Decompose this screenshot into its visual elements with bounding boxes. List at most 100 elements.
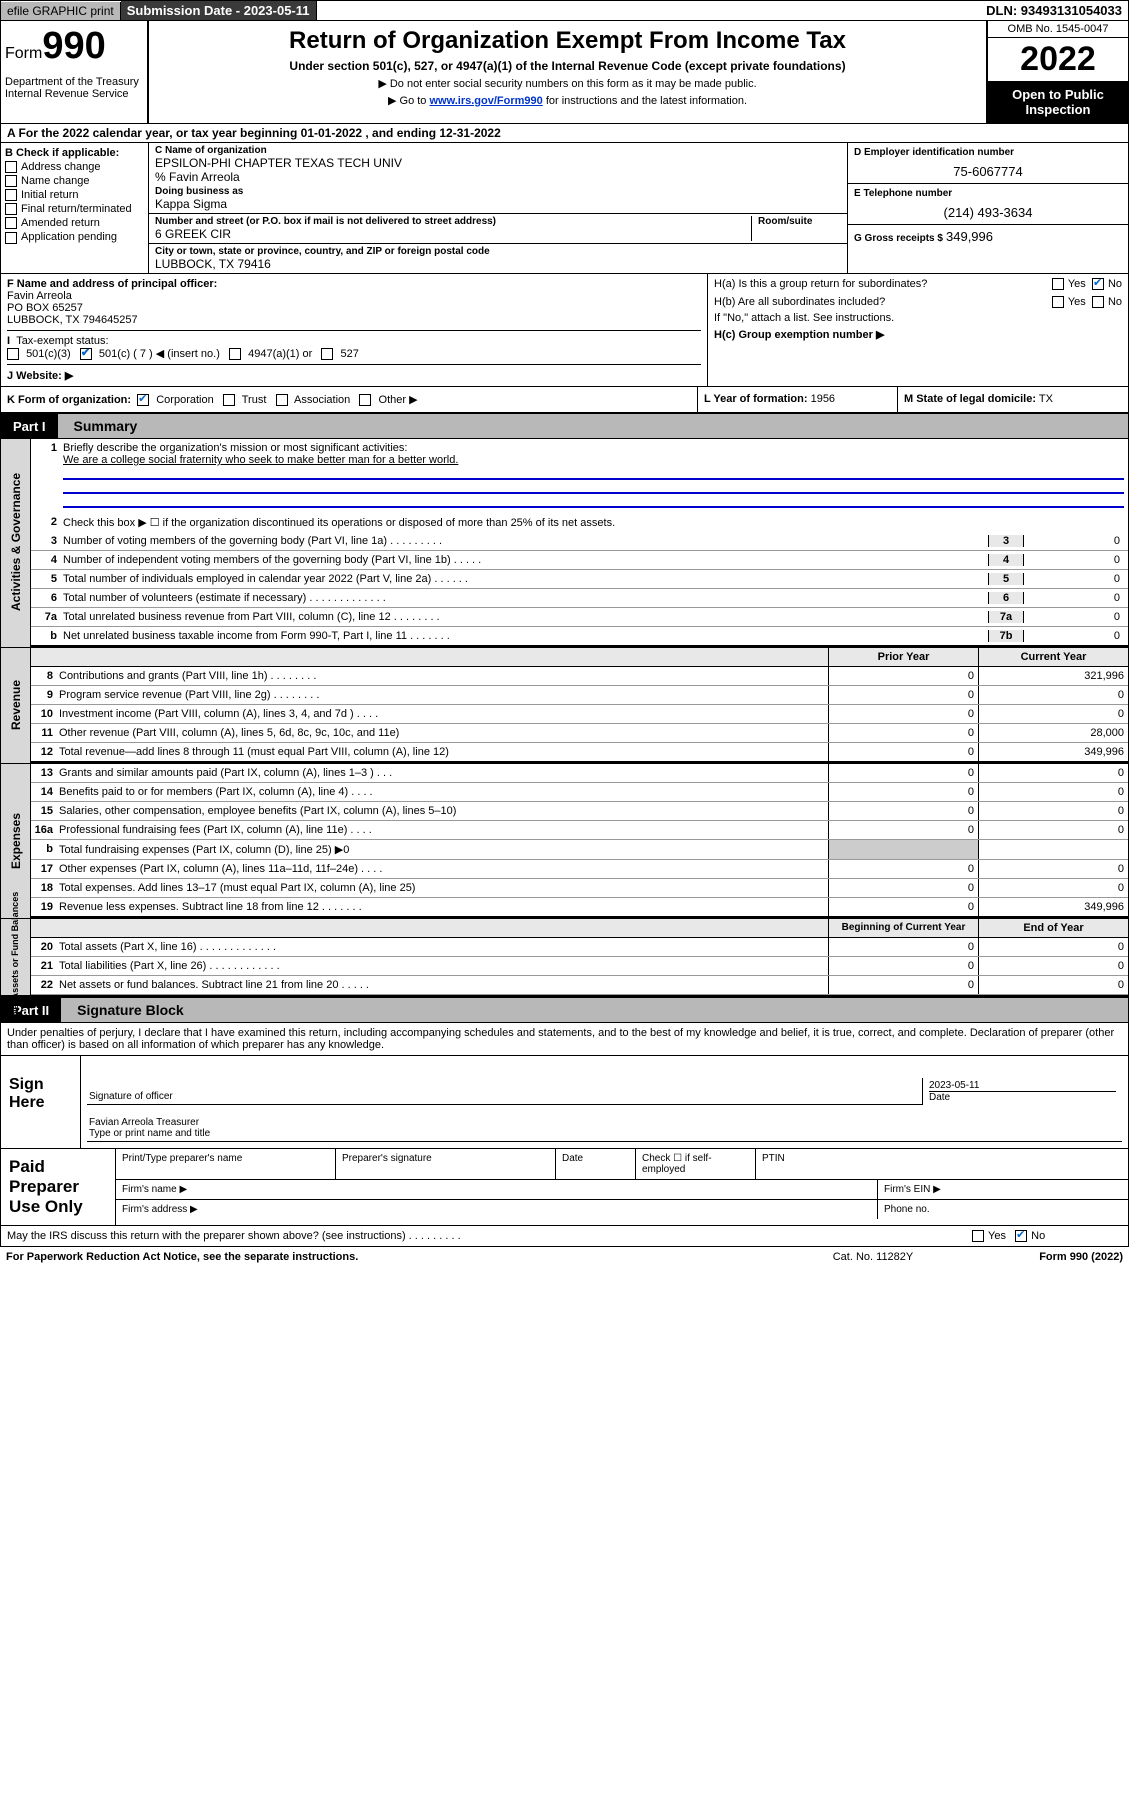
fin-line-14: 14Benefits paid to or for members (Part … <box>31 783 1128 802</box>
ein-cell: D Employer identification number 75-6067… <box>848 143 1128 184</box>
k-assoc[interactable] <box>276 394 288 406</box>
fin-line-18: 18Total expenses. Add lines 13–17 (must … <box>31 879 1128 898</box>
row-a: A For the 2022 calendar year, or tax yea… <box>0 124 1129 143</box>
k-trust[interactable] <box>223 394 235 406</box>
line-7a: 7aTotal unrelated business revenue from … <box>31 608 1128 627</box>
header-left: Form990 Department of the Treasury Inter… <box>1 21 149 123</box>
mission-blank-3 <box>63 496 1124 508</box>
fin-line-19: 19Revenue less expenses. Subtract line 1… <box>31 898 1128 918</box>
omb-number: OMB No. 1545-0047 <box>988 21 1128 38</box>
prep-row-1: Print/Type preparer's name Preparer's si… <box>116 1149 1128 1180</box>
header-mid: Return of Organization Exempt From Incom… <box>149 21 988 123</box>
line-7b: bNet unrelated business taxable income f… <box>31 627 1128 647</box>
part1-title: Summary <box>58 414 1128 438</box>
cb-4947[interactable] <box>229 348 241 360</box>
col-b: B Check if applicable: Address change Na… <box>1 143 149 273</box>
form-number: Form990 <box>5 25 143 68</box>
col-h: H(a) Is this a group return for subordin… <box>708 274 1128 386</box>
cb-application-pending[interactable]: Application pending <box>5 231 144 243</box>
fin-line-15: 15Salaries, other compensation, employee… <box>31 802 1128 821</box>
l-year: L Year of formation: 1956 <box>698 387 898 412</box>
tax-year: 2022 <box>988 38 1128 81</box>
cb-501c3[interactable] <box>7 348 19 360</box>
h-b: H(b) Are all subordinates included? Yes … <box>714 296 1122 308</box>
h-a: H(a) Is this a group return for subordin… <box>714 278 1122 290</box>
m-state: M State of legal domicile: TX <box>898 387 1128 412</box>
sign-here-block: Sign Here Signature of officer 2023-05-1… <box>0 1056 1129 1149</box>
k-corp[interactable]: ✔ <box>137 394 149 406</box>
j-website: J Website: ▶ <box>7 364 701 382</box>
irs-link[interactable]: www.irs.gov/Form990 <box>429 95 542 107</box>
sig-intro: Under penalties of perjury, I declare th… <box>0 1023 1129 1056</box>
h-c: H(c) Group exemption number ▶ <box>714 328 1122 341</box>
topbar: efile GRAPHIC print Submission Date - 20… <box>0 0 1129 21</box>
cb-amended-return[interactable]: Amended return <box>5 217 144 229</box>
vtab-rev: Revenue <box>1 648 31 763</box>
ha-no[interactable]: ✔ <box>1092 278 1104 290</box>
efile-label[interactable]: efile GRAPHIC print <box>1 2 121 20</box>
net-section: Net Assets or Fund Balances Beginning of… <box>0 919 1129 997</box>
rev-section: Revenue Prior Year Current Year 8Contrib… <box>0 648 1129 764</box>
addr-cell: Number and street (or P.O. box if mail i… <box>149 214 847 244</box>
fin-line-b: bTotal fundraising expenses (Part IX, co… <box>31 840 1128 860</box>
phone-cell: E Telephone number (214) 493-3634 <box>848 184 1128 225</box>
form-title: Return of Organization Exempt From Incom… <box>153 27 982 55</box>
fin-line-22: 22Net assets or fund balances. Subtract … <box>31 976 1128 995</box>
block-bcde: B Check if applicable: Address change Na… <box>0 143 1129 274</box>
note-ssn: ▶ Do not enter social security numbers o… <box>153 77 982 90</box>
k-other[interactable] <box>359 394 371 406</box>
prep-row-3: Firm's address ▶ Phone no. <box>116 1200 1128 1219</box>
fin-header-rev: Prior Year Current Year <box>31 648 1128 667</box>
fin-line-11: 11Other revenue (Part VIII, column (A), … <box>31 724 1128 743</box>
part1-header: Part I Summary <box>0 413 1129 439</box>
fin-line-8: 8Contributions and grants (Part VIII, li… <box>31 667 1128 686</box>
ha-yes[interactable] <box>1052 278 1064 290</box>
paid-preparer-label: Paid Preparer Use Only <box>1 1149 116 1225</box>
line-4: 4Number of independent voting members of… <box>31 551 1128 570</box>
discuss-row: May the IRS discuss this return with the… <box>0 1226 1129 1247</box>
paid-preparer-block: Paid Preparer Use Only Print/Type prepar… <box>0 1149 1129 1226</box>
submission-date-btn[interactable]: Submission Date - 2023-05-11 <box>121 1 317 20</box>
col-c: C Name of organization EPSILON-PHI CHAPT… <box>149 143 848 273</box>
row-klm: K Form of organization: ✔ Corporation Tr… <box>0 387 1129 413</box>
part1-tab: Part I <box>1 415 58 438</box>
dln-label: DLN: 93493131054033 <box>980 1 1128 20</box>
city-cell: City or town, state or province, country… <box>149 244 847 273</box>
line-1: 1 Briefly describe the organization's mi… <box>31 439 1128 513</box>
paperwork-row: For Paperwork Reduction Act Notice, see … <box>0 1247 1129 1267</box>
open-public: Open to Public Inspection <box>988 81 1128 123</box>
fin-line-21: 21Total liabilities (Part X, line 26) . … <box>31 957 1128 976</box>
cb-527[interactable] <box>321 348 333 360</box>
fin-line-9: 9Program service revenue (Part VIII, lin… <box>31 686 1128 705</box>
sig-name-field[interactable]: Favian Arreola Treasurer Type or print n… <box>87 1115 1122 1142</box>
header-right: OMB No. 1545-0047 2022 Open to Public In… <box>988 21 1128 123</box>
form-subtitle: Under section 501(c), 527, or 4947(a)(1)… <box>153 59 982 73</box>
hb-yes[interactable] <box>1052 296 1064 308</box>
line-3: 3Number of voting members of the governi… <box>31 532 1128 551</box>
hb-no[interactable] <box>1092 296 1104 308</box>
fin-line-16a: 16aProfessional fundraising fees (Part I… <box>31 821 1128 840</box>
fin-line-13: 13Grants and similar amounts paid (Part … <box>31 764 1128 783</box>
cb-final-return[interactable]: Final return/terminated <box>5 203 144 215</box>
form-990-footer: Form 990 (2022) <box>973 1251 1123 1263</box>
block-fhij: F Name and address of principal officer:… <box>0 274 1129 387</box>
sig-officer-field[interactable]: Signature of officer <box>87 1089 922 1105</box>
mission-text: We are a college social fraternity who s… <box>63 454 458 466</box>
discuss-yes[interactable] <box>972 1230 984 1242</box>
fin-line-10: 10Investment income (Part VIII, column (… <box>31 705 1128 724</box>
cb-address-change[interactable]: Address change <box>5 161 144 173</box>
cb-initial-return[interactable]: Initial return <box>5 189 144 201</box>
sig-date: 2023-05-11 Date <box>922 1078 1122 1105</box>
form-header: Form990 Department of the Treasury Inter… <box>0 21 1129 124</box>
f-officer: F Name and address of principal officer:… <box>7 278 701 326</box>
fin-line-20: 20Total assets (Part X, line 16) . . . .… <box>31 938 1128 957</box>
org-name-cell: C Name of organization EPSILON-PHI CHAPT… <box>149 143 847 214</box>
cb-501c[interactable]: ✔ <box>80 348 92 360</box>
prep-row-2: Firm's name ▶ Firm's EIN ▶ <box>116 1180 1128 1200</box>
fin-header-net: Beginning of Current Year End of Year <box>31 919 1128 938</box>
gross-cell: G Gross receipts $ 349,996 <box>848 225 1128 248</box>
cb-name-change[interactable]: Name change <box>5 175 144 187</box>
vtab-gov: Activities & Governance <box>1 439 31 647</box>
discuss-no[interactable]: ✔ <box>1015 1230 1027 1242</box>
discuss-yesno: Yes ✔No <box>972 1230 1122 1242</box>
